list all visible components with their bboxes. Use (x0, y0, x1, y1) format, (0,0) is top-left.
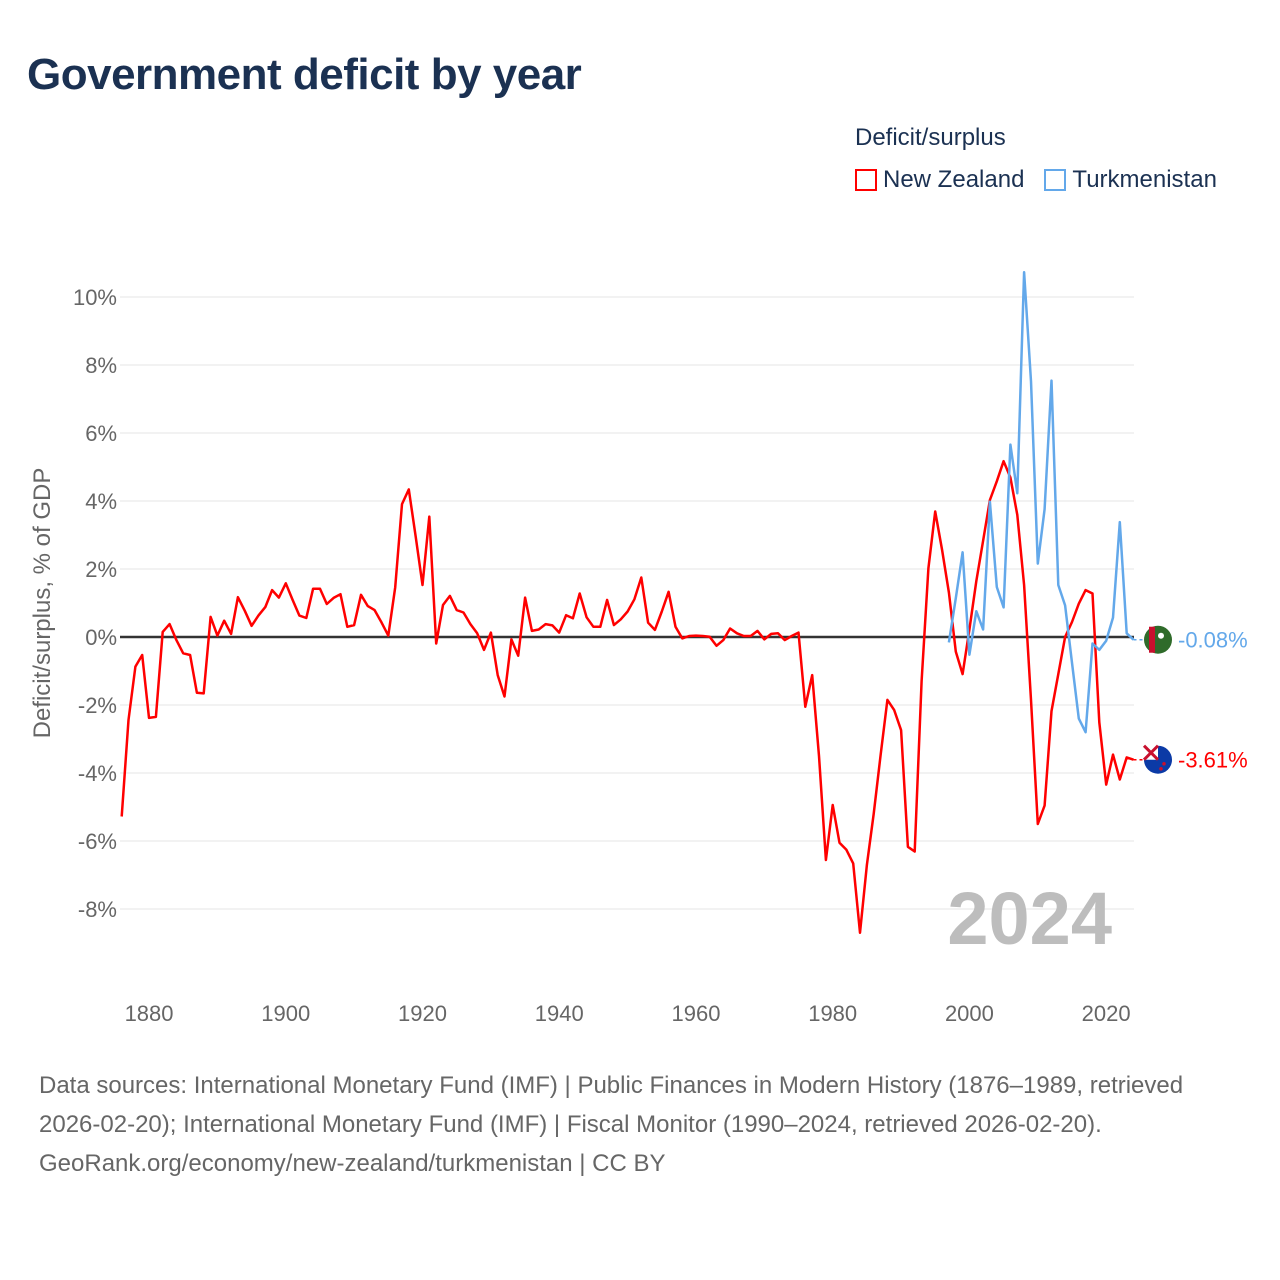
credit-link[interactable]: GeoRank.org/economy/new-zealand/turkmeni… (39, 1150, 666, 1177)
x-tick-label: 1920 (398, 1001, 447, 1026)
end-value-label-new-zealand: -3.61% (1178, 748, 1248, 773)
legend-swatch-new-zealand (855, 169, 877, 191)
turkmenistan-flag-icon (1144, 625, 1172, 654)
x-tick-label: 2000 (945, 1001, 994, 1026)
legend-swatch-turkmenistan (1044, 169, 1067, 191)
y-tick-label: 10% (73, 285, 117, 310)
y-tick-label: 4% (85, 489, 117, 514)
x-tick-label: 1900 (261, 1001, 310, 1026)
legend-title: Deficit/surplus (855, 124, 1006, 151)
footer: Data sources: International Monetary Fun… (39, 1066, 1239, 1183)
page-title: Government deficit by year (27, 50, 582, 99)
x-tick-label: 1940 (535, 1001, 584, 1026)
y-tick-label: 2% (85, 557, 117, 582)
legend-label: New Zealand (883, 166, 1025, 193)
y-tick-label: -8% (78, 897, 117, 922)
y-tick-label: -6% (78, 829, 117, 854)
legend-label: Turkmenistan (1072, 166, 1217, 193)
y-tick-label: 8% (85, 353, 117, 378)
legend-item-new-zealand[interactable]: New Zealand (855, 166, 1024, 194)
end-value-label-turkmenistan: -0.08% (1178, 628, 1248, 653)
series-line-new-zealand (120, 459, 1134, 935)
legend-item-turkmenistan[interactable]: Turkmenistan (1044, 166, 1217, 194)
y-tick-label: -4% (78, 761, 117, 786)
x-tick-label: 1880 (125, 1001, 174, 1026)
new-zealand-flag-icon (1142, 744, 1172, 774)
x-tick-label: 1980 (808, 1001, 857, 1026)
y-tick-label: 6% (85, 421, 117, 446)
y-tick-label: 0% (85, 625, 117, 650)
data-sources: Data sources: International Monetary Fun… (39, 1072, 1184, 1138)
year-watermark: 2024 (947, 877, 1112, 960)
series-line-turkmenistan (947, 270, 1135, 734)
y-tick-label: -2% (78, 693, 117, 718)
x-tick-label: 2020 (1082, 1001, 1131, 1026)
y-axis-title: Deficit/surplus, % of GDP (29, 468, 56, 739)
x-tick-label: 1960 (671, 1001, 720, 1026)
legend: New Zealand Turkmenistan (855, 166, 1217, 194)
